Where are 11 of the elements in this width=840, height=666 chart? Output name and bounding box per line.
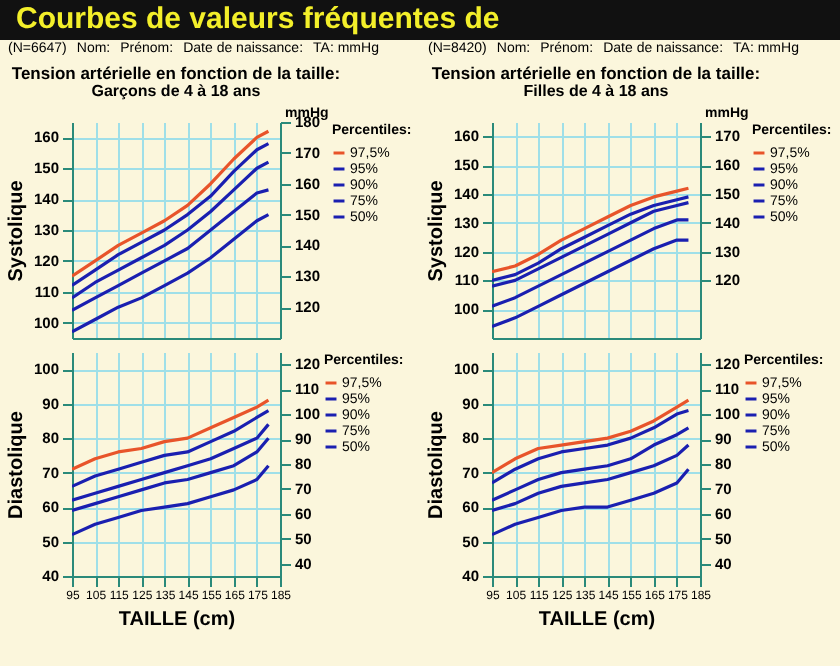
chart-title: Tension artérielle en fonction de la taille: [11, 63, 341, 83]
text: Courbes de valeurs fréquentes de [0, 0, 840, 40]
chart-subtitle: Garçons de 4 à 18 ans [91, 82, 262, 100]
chart-subtitle: Filles de 4 à 18 ans [523, 82, 670, 100]
chart-title: Tension artérielle en fonction de la taille: [431, 63, 761, 83]
x-axis-title: TAILLE (cm) [118, 609, 236, 631]
y-axis-title: Diastolique [425, 410, 448, 519]
y-axis-title: Systolique [5, 179, 28, 282]
y-axis-title: Diastolique [5, 410, 28, 519]
x-axis-title: TAILLE (cm) [538, 609, 656, 631]
y-axis-title: Systolique [425, 179, 448, 282]
